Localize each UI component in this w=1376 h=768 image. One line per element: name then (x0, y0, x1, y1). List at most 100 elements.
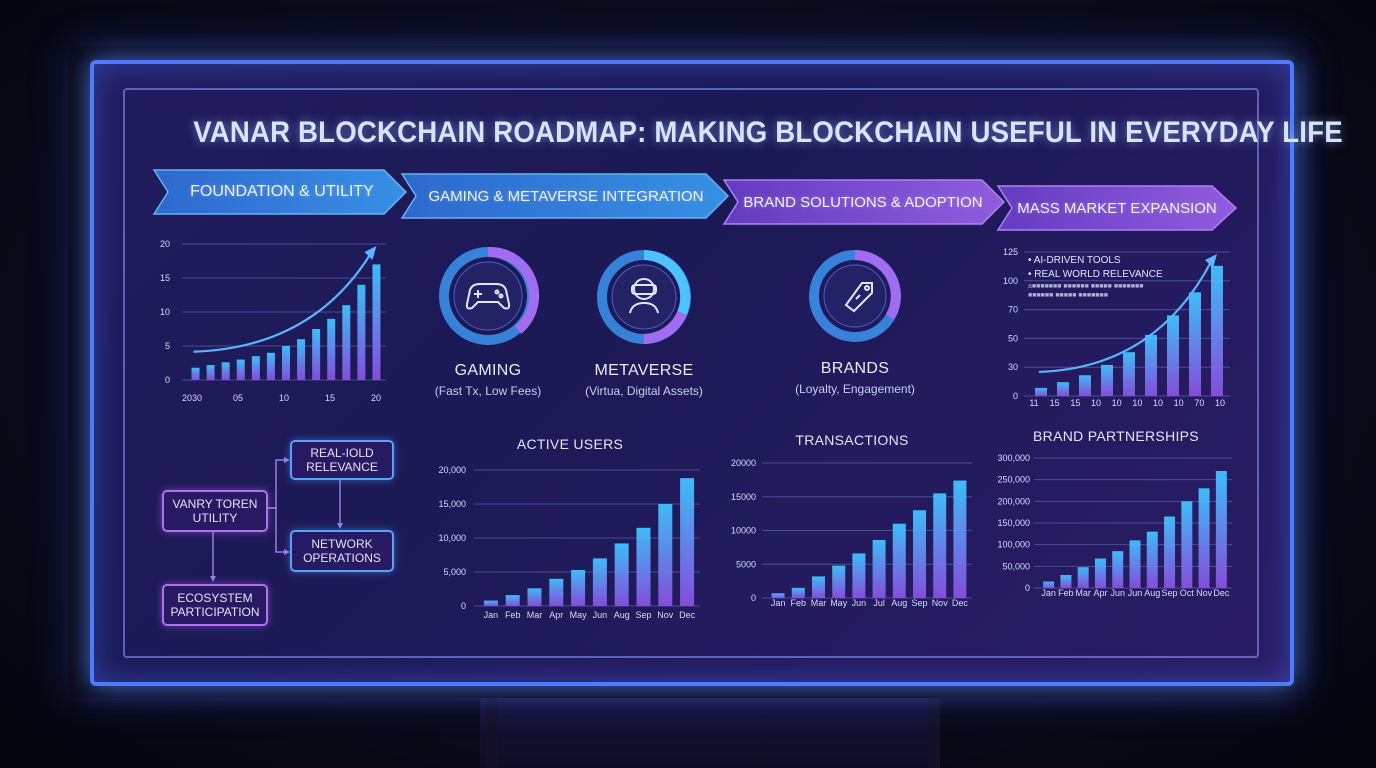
foundation-x-tick: 10 (279, 393, 289, 403)
brand-partnerships-y-tick: 150,000 (997, 518, 1030, 528)
active-users-x-tick: Mar (527, 610, 543, 620)
active-users-x-tick: Nov (657, 610, 674, 620)
mass-market-x-tick: 10 (1091, 398, 1101, 408)
active-users-y-tick: 15,000 (438, 499, 466, 509)
active-users-y-tick: 20,000 (438, 465, 466, 475)
mass-market-bar (1101, 364, 1113, 396)
foundation-bar (221, 362, 230, 380)
foundation-bar (357, 284, 366, 380)
gaming-label: GAMING (Fast Tx, Low Fees) (418, 362, 558, 398)
note-real-world: • REAL WORLD RELEVANCE (1028, 269, 1163, 280)
foundation-bar (191, 367, 200, 380)
brand-partnerships-y-tick: 250,000 (997, 475, 1030, 485)
transactions-bar (913, 510, 926, 598)
transactions-x-tick: Jan (771, 598, 786, 608)
active-users-y-tick: 0 (461, 601, 466, 611)
foundation-bar (266, 352, 275, 380)
foundation-y-tick: 10 (160, 307, 170, 317)
active-users-bar (680, 478, 695, 606)
active-users-bar (614, 543, 629, 606)
foundation-bar (372, 264, 381, 380)
brands-label: BRANDS (Loyalty, Engagement) (785, 360, 925, 396)
vr-headset-icon (629, 278, 659, 314)
active-users-bar (483, 600, 498, 606)
active-users-x-tick: Dec (679, 610, 696, 620)
active-users-bar (592, 558, 607, 606)
transactions-title: TRANSACTIONS (795, 432, 909, 448)
phase-label-4: MASS MARKET EXPANSION (1017, 199, 1217, 217)
transactions-bar (812, 576, 825, 598)
foundation-bar (327, 318, 336, 380)
mass-market-x-tick: 11 (1029, 398, 1038, 408)
brand-partnerships-bar (1043, 581, 1055, 588)
brand-partnerships-x-tick: Aug (1144, 588, 1160, 598)
transactions-x-tick: Aug (891, 598, 907, 608)
tag-icon (844, 282, 873, 313)
mass-market-bar (1145, 334, 1157, 396)
gamepad-icon (465, 283, 511, 310)
brand-partnerships-title: BRAND PARTNERSHIPS (1033, 428, 1199, 444)
brand-partnerships-bar (1198, 488, 1210, 588)
mass-market-x-tick: 10 (1132, 398, 1142, 408)
brand-partnerships-bar (1060, 575, 1072, 588)
brand-partnerships-bar (1215, 471, 1227, 588)
phase-arrow-3 (722, 179, 1006, 225)
transactions-x-tick: Mar (811, 598, 827, 608)
phase-label-3: BRAND SOLUTIONS & ADOPTION (743, 193, 983, 211)
mass-market-x-tick: 10 (1215, 398, 1225, 408)
mass-market-notes: • AI-DRIVEN TOOLS • REAL WORLD RELEVANCE… (1028, 254, 1163, 300)
transactions-bar (771, 593, 785, 598)
mass-market-x-tick: 15 (1070, 398, 1080, 408)
brand-partnerships-x-tick: Sep (1162, 588, 1178, 598)
metaverse-subtitle: (Virtua, Digital Assets) (585, 384, 703, 398)
mass-market-x-tick: 15 (1050, 398, 1060, 408)
transactions-x-tick: Feb (791, 598, 807, 608)
brand-partnerships-y-tick: 300,000 (997, 453, 1030, 463)
transactions-x-tick: Sep (911, 598, 927, 608)
transactions-x-tick: Jul (873, 598, 885, 608)
active-users-bar (527, 588, 542, 606)
brand-partnerships-x-tick: Oct (1180, 588, 1195, 598)
foundation-bar (297, 339, 306, 380)
mass-market-trend-arrowhead (1205, 254, 1217, 268)
phase-label-2: GAMING & METAVERSE INTEGRATION (428, 187, 704, 205)
foundation-x-tick: 15 (325, 393, 335, 403)
foundation-bar (342, 305, 351, 380)
transactions-y-tick: 20000 (731, 458, 756, 468)
transactions-bar (791, 587, 805, 598)
note-fine-1: a■■■■■■■ ■■■■■■ ■■■■■ ■■■■■■■ (1028, 283, 1144, 290)
foundation-x-tick: 05 (233, 393, 243, 403)
transactions-y-tick: 0 (751, 593, 756, 603)
mass-market-y-tick: 30 (1008, 362, 1018, 372)
dashboard-title: VANAR BLOCKCHAIN ROADMAP: MAKING BLOCKCH… (193, 116, 1343, 149)
active-users-x-tick: Apr (549, 610, 563, 620)
transactions-y-tick: 15000 (731, 492, 756, 502)
mass-market-bar (1057, 382, 1069, 396)
active-users-bar (636, 527, 651, 606)
brand-partnerships-x-tick: Mar (1075, 588, 1091, 598)
mass-market-x-tick: 10 (1112, 398, 1122, 408)
mass-market-bar (1189, 292, 1201, 396)
note-fine-2: ■■■■■■ ■■■■■ ■■■■■■■ (1028, 292, 1108, 299)
connector-token-network (266, 507, 286, 553)
foundation-trend-arrowhead (364, 246, 377, 260)
mass-market-bar (1167, 315, 1179, 396)
brand-partnerships-x-tick: Apr (1093, 588, 1107, 598)
metaverse-ring (594, 247, 694, 347)
transactions-x-tick: Jun (852, 598, 867, 608)
mass-market-y-tick: 125 (1003, 247, 1018, 257)
foundation-x-tick: 20 (371, 393, 381, 403)
gaming-ring (436, 244, 540, 348)
transactions-bar (852, 553, 866, 598)
active-users-bar (658, 504, 673, 606)
mass-market-y-tick: 100 (1003, 276, 1018, 286)
brands-subtitle: (Loyalty, Engagement) (795, 382, 915, 396)
brand-partnerships-bar (1146, 531, 1158, 588)
brand-partnerships-chart: 0 50,000 100,000 150,000 200,000 250,000 300,0… (997, 453, 1232, 598)
flow-network-box: NETWORK OPERATIONS (290, 530, 394, 572)
transactions-x-tick: May (830, 598, 848, 608)
note-ai-tools: • AI-DRIVEN TOOLS (1028, 255, 1121, 266)
mass-market-bar (1035, 387, 1047, 396)
active-users-y-tick: 10,000 (438, 533, 466, 543)
